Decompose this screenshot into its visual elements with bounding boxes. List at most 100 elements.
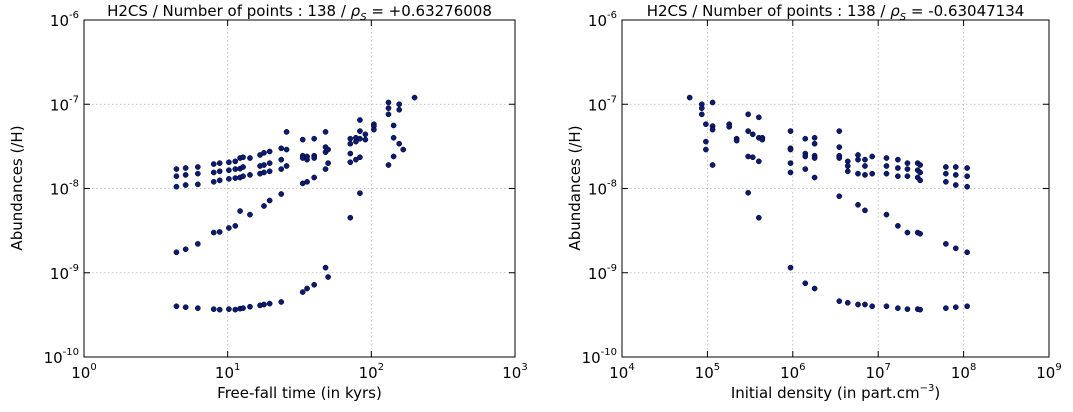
right-data-point bbox=[952, 172, 959, 178]
right-x-tick-base: 10 bbox=[1036, 364, 1055, 382]
left-y-tick-exponent: -6 bbox=[69, 10, 79, 21]
left-y-axis-label: Abundances (/H) bbox=[8, 125, 26, 250]
right-data-point bbox=[855, 301, 861, 308]
right-data-point bbox=[904, 166, 911, 172]
right-y-tick-exponent: -7 bbox=[607, 94, 617, 105]
left-data-point bbox=[182, 165, 189, 171]
right-y-tick-label: 10-7 bbox=[588, 94, 617, 114]
left-data-point bbox=[226, 306, 232, 312]
left-title-value: = +0.63276008 bbox=[367, 2, 492, 20]
right-data-point bbox=[844, 168, 851, 175]
right-data-point bbox=[943, 178, 949, 185]
right-x-tick-label: 104 bbox=[609, 362, 634, 382]
right-data-point bbox=[855, 170, 861, 177]
right-data-point bbox=[802, 166, 809, 172]
right-data-point bbox=[802, 153, 809, 160]
right-data-point bbox=[709, 99, 716, 106]
left-data-point bbox=[261, 301, 267, 308]
left-y-tick-base: 10 bbox=[50, 96, 69, 114]
right-x-tick-base: 10 bbox=[951, 364, 970, 382]
right-data-point bbox=[862, 163, 868, 169]
left-data-point bbox=[173, 303, 180, 310]
right-x-tick-label: 109 bbox=[1036, 362, 1061, 382]
left-data-point bbox=[182, 172, 189, 178]
left-data-point bbox=[278, 191, 285, 197]
left-data-point bbox=[216, 168, 223, 175]
right-y-tick-exponent: -10 bbox=[601, 347, 617, 358]
left-data-point bbox=[210, 229, 217, 236]
right-data-point bbox=[836, 144, 843, 150]
right-data-point bbox=[917, 230, 924, 237]
right-y-tick-exponent: -8 bbox=[607, 179, 617, 190]
right-data-point bbox=[952, 304, 959, 311]
left-data-point bbox=[261, 169, 267, 176]
right-data-point bbox=[745, 153, 752, 160]
left-y-tick-base: 10 bbox=[50, 12, 69, 30]
left-data-point bbox=[304, 156, 310, 163]
left-data-point bbox=[226, 176, 232, 182]
left-data-point bbox=[247, 155, 253, 161]
left-data-point bbox=[396, 140, 403, 147]
left-data-point bbox=[266, 160, 273, 166]
right-data-point bbox=[709, 126, 716, 133]
right-data-point bbox=[844, 163, 851, 169]
right-y-tick-label: 10-9 bbox=[588, 263, 617, 283]
left-data-point bbox=[390, 122, 397, 129]
right-x-tick-exponent: 4 bbox=[628, 362, 634, 373]
right-x-tick-label: 106 bbox=[780, 362, 805, 382]
left-data-point bbox=[322, 264, 329, 271]
right-data-point bbox=[895, 305, 901, 311]
right-data-point bbox=[917, 169, 924, 176]
left-data-point bbox=[371, 126, 377, 133]
left-data-point bbox=[232, 166, 239, 172]
left-y-tick-exponent: -7 bbox=[69, 94, 79, 105]
left-data-point bbox=[261, 162, 267, 168]
right-y-axis-label: Abundances (/H) bbox=[566, 125, 584, 250]
left-data-point bbox=[194, 164, 201, 170]
left-title-rho: ρ bbox=[351, 2, 361, 20]
left-data-point bbox=[173, 173, 180, 180]
left-data-point bbox=[232, 175, 239, 181]
right-data-point bbox=[755, 158, 762, 165]
right-data-point bbox=[895, 173, 901, 180]
left-data-point bbox=[261, 203, 267, 209]
left-data-point bbox=[347, 214, 354, 221]
right-x-tick-exponent: 9 bbox=[1055, 362, 1061, 373]
right-data-point bbox=[952, 182, 959, 188]
right-data-point bbox=[869, 303, 876, 310]
right-x-axis-label-suffix: ) bbox=[934, 384, 940, 402]
right-data-point bbox=[855, 156, 861, 163]
left-data-point bbox=[266, 168, 273, 175]
left-data-point bbox=[411, 94, 418, 101]
left-y-tick-exponent: -10 bbox=[63, 347, 79, 358]
left-y-tick-label: 10-7 bbox=[50, 94, 79, 114]
right-data-point bbox=[811, 285, 818, 292]
right-data-point bbox=[802, 135, 809, 142]
left-data-point bbox=[247, 211, 253, 218]
left-data-point bbox=[226, 167, 232, 174]
right-data-point bbox=[952, 164, 959, 170]
left-data-point bbox=[240, 164, 246, 170]
left-data-point bbox=[266, 197, 273, 204]
left-y-tick-base: 10 bbox=[50, 265, 69, 283]
left-x-tick-label: 103 bbox=[502, 362, 527, 382]
right-y-tick-base: 10 bbox=[588, 181, 607, 199]
right-data-point bbox=[703, 138, 709, 145]
left-data-point bbox=[240, 173, 246, 180]
right-x-axis-label-prefix: Initial density (in part.cm bbox=[731, 384, 920, 402]
right-x-tick-exponent: 8 bbox=[970, 362, 976, 373]
right-y-tick-label: 10-8 bbox=[588, 179, 617, 199]
right-data-point bbox=[698, 111, 705, 118]
left-title-prefix: H2CS / Number of points : 138 / bbox=[107, 2, 351, 20]
right-data-point bbox=[904, 229, 911, 236]
right-y-tick-label: 10-6 bbox=[588, 10, 617, 30]
right-x-tick-base: 10 bbox=[865, 364, 884, 382]
left-data-point bbox=[173, 183, 180, 190]
right-data-point bbox=[869, 170, 876, 177]
right-data-point bbox=[787, 128, 794, 134]
right-data-point bbox=[836, 128, 843, 134]
left-data-point bbox=[311, 281, 318, 288]
right-data-point bbox=[964, 173, 970, 180]
left-data-point bbox=[240, 154, 246, 161]
right-data-point bbox=[726, 123, 733, 130]
